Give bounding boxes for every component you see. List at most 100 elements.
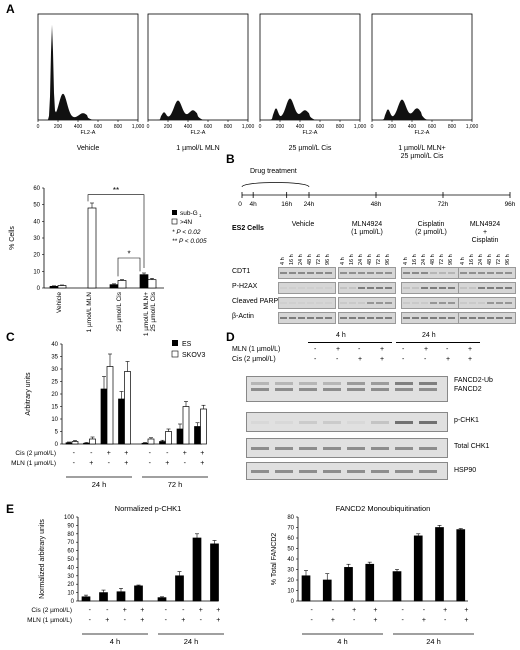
treatment-brace [241, 182, 310, 188]
blot-strip [458, 297, 516, 309]
treatment-sign: - [165, 607, 168, 614]
blot-band [403, 302, 410, 304]
blot-row-label: Cleaved PARP [232, 298, 279, 305]
histogram-tick-label: 800 [114, 124, 123, 130]
blot-band [349, 287, 356, 289]
histogram-tick-label: 600 [428, 124, 437, 130]
blot-band [421, 287, 428, 289]
blot-band [460, 287, 467, 289]
y-tick-label: 20 [67, 582, 74, 588]
y-tick-label: 10 [51, 417, 58, 423]
y-tick-label: 60 [287, 536, 294, 542]
bar [124, 371, 131, 445]
blot-row-label: CDT1 [232, 268, 251, 275]
blot-band [299, 382, 317, 385]
blot-image [246, 376, 448, 402]
treatment-sign: + [336, 346, 341, 353]
group-label: 24 h [92, 480, 107, 489]
time-header: 4 h [336, 332, 346, 339]
blot-band [340, 317, 347, 319]
blot-band [371, 470, 389, 473]
y-axis-label: % Cells [9, 226, 16, 250]
treatment-sign: - [124, 617, 127, 624]
lane-label: 16 h [349, 254, 355, 265]
lane-label: 16 h [469, 254, 475, 265]
treatment-label: Cis (2 µmol/L) [15, 450, 56, 457]
blot-band [395, 382, 413, 385]
blot-band [439, 317, 446, 319]
category-label: Vehicle [56, 292, 63, 313]
group-label: 4 h [110, 637, 120, 646]
treatment-sign: + [216, 617, 220, 624]
lane-label: 96 h [505, 254, 511, 265]
blot-band [251, 388, 269, 391]
blot-band [419, 388, 437, 391]
blot-image [246, 438, 448, 458]
timeline-tick-label: 24h [304, 201, 315, 208]
blot-band [419, 447, 437, 450]
blot-band [478, 272, 485, 274]
bar [65, 442, 73, 445]
histogram-caption: 1 µmol/L MLN [176, 145, 219, 152]
y-tick-label: 40 [67, 565, 74, 571]
blot-band [419, 382, 437, 385]
treatment-sign: - [444, 617, 447, 624]
blot-strip [338, 282, 396, 294]
time-underline [308, 342, 392, 343]
y-tick-label: 70 [67, 540, 74, 546]
blot-band [371, 421, 389, 424]
treatment-sign: - [89, 617, 92, 624]
blot-band [412, 272, 419, 274]
panel-label-c: C [6, 330, 15, 344]
bar [106, 366, 114, 445]
group-label: 24 h [426, 637, 441, 646]
treatment-sign: - [402, 346, 405, 353]
y-tick-label: 80 [67, 532, 74, 538]
bar [99, 592, 108, 602]
treatment-sign: + [105, 617, 109, 624]
timeline-tick-label: 4h [250, 201, 258, 208]
blot-band [478, 302, 485, 304]
blot-band [358, 272, 365, 274]
group-label: 24 h [184, 637, 199, 646]
y-tick-label: 5 [55, 430, 59, 436]
timeline-tick-label: 16h [281, 201, 292, 208]
histogram-caption: 25 µmol/L Cis [401, 153, 444, 160]
blot-strip [278, 282, 336, 294]
significance-bracket [117, 257, 141, 277]
blot-band [349, 317, 356, 319]
treatment-sign: - [73, 460, 76, 467]
bar [182, 406, 190, 445]
treatment-sign: - [314, 346, 317, 353]
treatment-sign: - [314, 356, 317, 363]
bar [118, 398, 125, 445]
treatment-sign: + [422, 617, 426, 624]
lane-label: 72 h [316, 254, 322, 265]
blot-band [316, 272, 323, 274]
histogram-xlabel: FL2-A [303, 130, 318, 136]
treatment-sign: - [353, 617, 356, 624]
blot-band [376, 287, 383, 289]
blot-strip [338, 297, 396, 309]
blot-band [251, 447, 269, 450]
blot-band [421, 302, 428, 304]
blot-band [323, 470, 341, 473]
blot-strip [458, 267, 516, 279]
bar-chart-e-right: 0 10 20 30 40 50 60 70 80 % Total FANCD2 FANCD2 Mo… [271, 505, 474, 646]
y-tick-label: 0 [37, 286, 41, 292]
lane-label: 24 h [421, 254, 427, 265]
blot-band [325, 302, 332, 304]
blot-band [275, 421, 293, 424]
y-tick-label: 0 [55, 442, 59, 448]
blot-band [403, 317, 410, 319]
blot-band [275, 470, 293, 473]
blot-image [246, 412, 448, 432]
lane-label: 48 h [487, 254, 493, 265]
blot-band [298, 287, 305, 289]
treatment-sign: - [90, 450, 93, 457]
blot-strip [401, 282, 459, 294]
blot-band [358, 287, 365, 289]
blot-band [376, 317, 383, 319]
histogram-fill [38, 24, 138, 120]
treatment-sign: - [423, 607, 426, 614]
